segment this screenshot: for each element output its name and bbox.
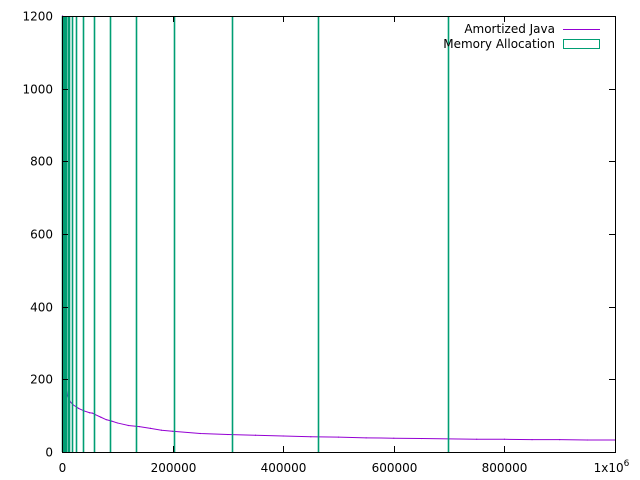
amortized-java-point (586, 439, 588, 441)
series-layer (61, 15, 616, 452)
plot-border (62, 16, 616, 453)
amortized-java-point (91, 412, 94, 414)
amortized-java-point (111, 420, 113, 422)
amortized-java-point (310, 436, 312, 438)
amortized-java-point (282, 435, 284, 437)
amortized-java-line (62, 15, 615, 441)
amortized-java-point (172, 430, 174, 432)
amortized-java-point (559, 439, 561, 441)
amortized-java-point (127, 424, 129, 427)
y-tick-label: 400 (30, 301, 53, 315)
x-tick-label: 200000 (151, 461, 197, 475)
amortized-java-point (149, 427, 152, 429)
y-tick-label: 200 (30, 373, 53, 387)
y-tick-label: 800 (30, 155, 53, 169)
y-tick-label: 600 (30, 228, 53, 242)
amortized-java-point (105, 419, 107, 421)
amortized-java-point (100, 416, 102, 418)
amortized-java-point (393, 437, 395, 439)
amortized-java-point (160, 429, 163, 431)
amortized-java-point (116, 422, 118, 424)
x-tick-label: 400000 (261, 461, 307, 475)
amortized-java-point (337, 436, 340, 438)
amortized-java-point (77, 407, 80, 409)
y-tick-label: 0 (45, 446, 53, 460)
amortized-java-point (89, 412, 91, 414)
x-tick-exponent: 6 (624, 459, 630, 469)
amortized-java-point (227, 433, 229, 436)
legend-swatch (563, 39, 600, 49)
amortized-java-point (476, 438, 478, 440)
amortized-java-point (138, 425, 141, 428)
amortized-java-point (254, 434, 257, 436)
x-tick-label: 1x106 (594, 459, 630, 475)
y-tick-label: 1000 (22, 83, 53, 97)
legend-label: Amortized Java (464, 22, 555, 36)
y-tick-label: 1200 (22, 10, 53, 24)
amortized-java-point (503, 438, 505, 440)
x-tick-label: 600000 (372, 461, 418, 475)
amortized-java-point (365, 437, 367, 439)
x-tick-label: 800000 (482, 461, 528, 475)
x-tick-label: 0 (59, 461, 67, 475)
series-1 (61, 16, 450, 452)
amortized-java-point (199, 432, 201, 435)
amortized-java-point (420, 437, 423, 440)
axis-layer: 0 200000 400000 600000 800000 1x106 0 200 400 600… (22, 10, 629, 476)
series-0 (61, 15, 616, 441)
amortized-java-point (531, 439, 533, 441)
legend-label: Memory Allocation (443, 37, 555, 51)
